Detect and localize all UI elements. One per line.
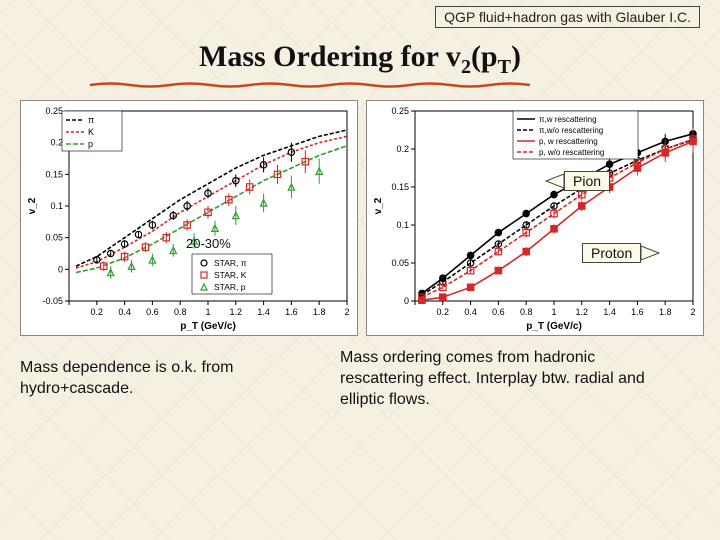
svg-text:1.2: 1.2 (230, 307, 243, 317)
svg-text:0.1: 0.1 (50, 201, 63, 211)
svg-text:0.2: 0.2 (50, 138, 63, 148)
svg-text:0: 0 (404, 296, 409, 306)
svg-text:1.2: 1.2 (576, 307, 589, 317)
svg-text:-0.05: -0.05 (42, 296, 63, 306)
svg-text:1: 1 (205, 307, 210, 317)
svg-text:0.6: 0.6 (492, 307, 505, 317)
svg-text:0.25: 0.25 (391, 106, 409, 116)
bottom-right-text: Mass ordering comes from hadronic rescat… (340, 348, 680, 410)
svg-text:0.1: 0.1 (396, 220, 409, 230)
svg-text:p_T (GeV/c): p_T (GeV/c) (526, 321, 582, 332)
svg-text:1: 1 (551, 307, 556, 317)
callout-pion: Pion (542, 171, 610, 191)
svg-text:π: π (88, 115, 94, 125)
title-underline (90, 82, 530, 88)
right-chart: 0.2 0.4 0.6 0.8 1 1.2 1.4 1.6 1.8 2 0 0.05 0.1 0.15 0.… (366, 100, 704, 336)
svg-text:1.4: 1.4 (603, 307, 616, 317)
svg-text:0.05: 0.05 (391, 258, 409, 268)
bottom-text-row: Mass dependence is o.k. from hydro+casca… (20, 348, 700, 410)
svg-text:0.4: 0.4 (464, 307, 477, 317)
callout-proton: Proton (582, 243, 663, 263)
charts-row: 0.2 0.4 0.6 0.8 1 1.2 1.4 1.6 1.8 2 -0.05 0 0.05 0.1 0… (20, 100, 700, 336)
svg-text:0.15: 0.15 (45, 169, 63, 179)
svg-text:1.8: 1.8 (659, 307, 672, 317)
page-title: Mass Ordering for v2(pT) (0, 40, 720, 79)
svg-text:0.8: 0.8 (174, 307, 187, 317)
bottom-left-text: Mass dependence is o.k. from hydro+casca… (20, 348, 320, 410)
svg-text:0.4: 0.4 (118, 307, 131, 317)
svg-text:1.6: 1.6 (285, 307, 298, 317)
centrality-label: 20-30% (186, 236, 231, 251)
svg-text:0.2: 0.2 (396, 144, 409, 154)
svg-text:p: p (88, 139, 93, 149)
svg-text:p, w/o rescattering: p, w/o rescattering (539, 148, 604, 157)
svg-text:0.2: 0.2 (437, 307, 450, 317)
svg-text:p, w rescattering: p, w rescattering (539, 137, 598, 146)
svg-text:0.25: 0.25 (45, 106, 63, 116)
svg-text:v_2: v_2 (27, 197, 38, 214)
left-chart: 0.2 0.4 0.6 0.8 1 1.2 1.4 1.6 1.8 2 -0.05 0 0.05 0.1 0… (20, 100, 358, 336)
svg-text:p_T (GeV/c): p_T (GeV/c) (180, 321, 236, 332)
svg-text:0.05: 0.05 (45, 233, 63, 243)
svg-text:STAR, K: STAR, K (214, 270, 247, 280)
svg-text:π,w rescattering: π,w rescattering (539, 115, 597, 124)
svg-text:STAR, p: STAR, p (214, 282, 246, 292)
svg-text:0.6: 0.6 (146, 307, 159, 317)
svg-text:π,w/o rescattering: π,w/o rescattering (539, 126, 603, 135)
svg-text:0.8: 0.8 (520, 307, 533, 317)
svg-text:K: K (88, 127, 94, 137)
svg-text:v_2: v_2 (373, 197, 384, 214)
svg-text:0: 0 (58, 264, 63, 274)
svg-text:1.6: 1.6 (631, 307, 644, 317)
svg-text:2: 2 (690, 307, 695, 317)
svg-text:0.2: 0.2 (91, 307, 104, 317)
svg-text:1.8: 1.8 (313, 307, 326, 317)
svg-text:STAR, π: STAR, π (214, 258, 247, 268)
context-label: QGP fluid+hadron gas with Glauber I.C. (435, 6, 700, 28)
svg-text:0.15: 0.15 (391, 182, 409, 192)
svg-text:2: 2 (344, 307, 349, 317)
svg-text:1.4: 1.4 (257, 307, 270, 317)
